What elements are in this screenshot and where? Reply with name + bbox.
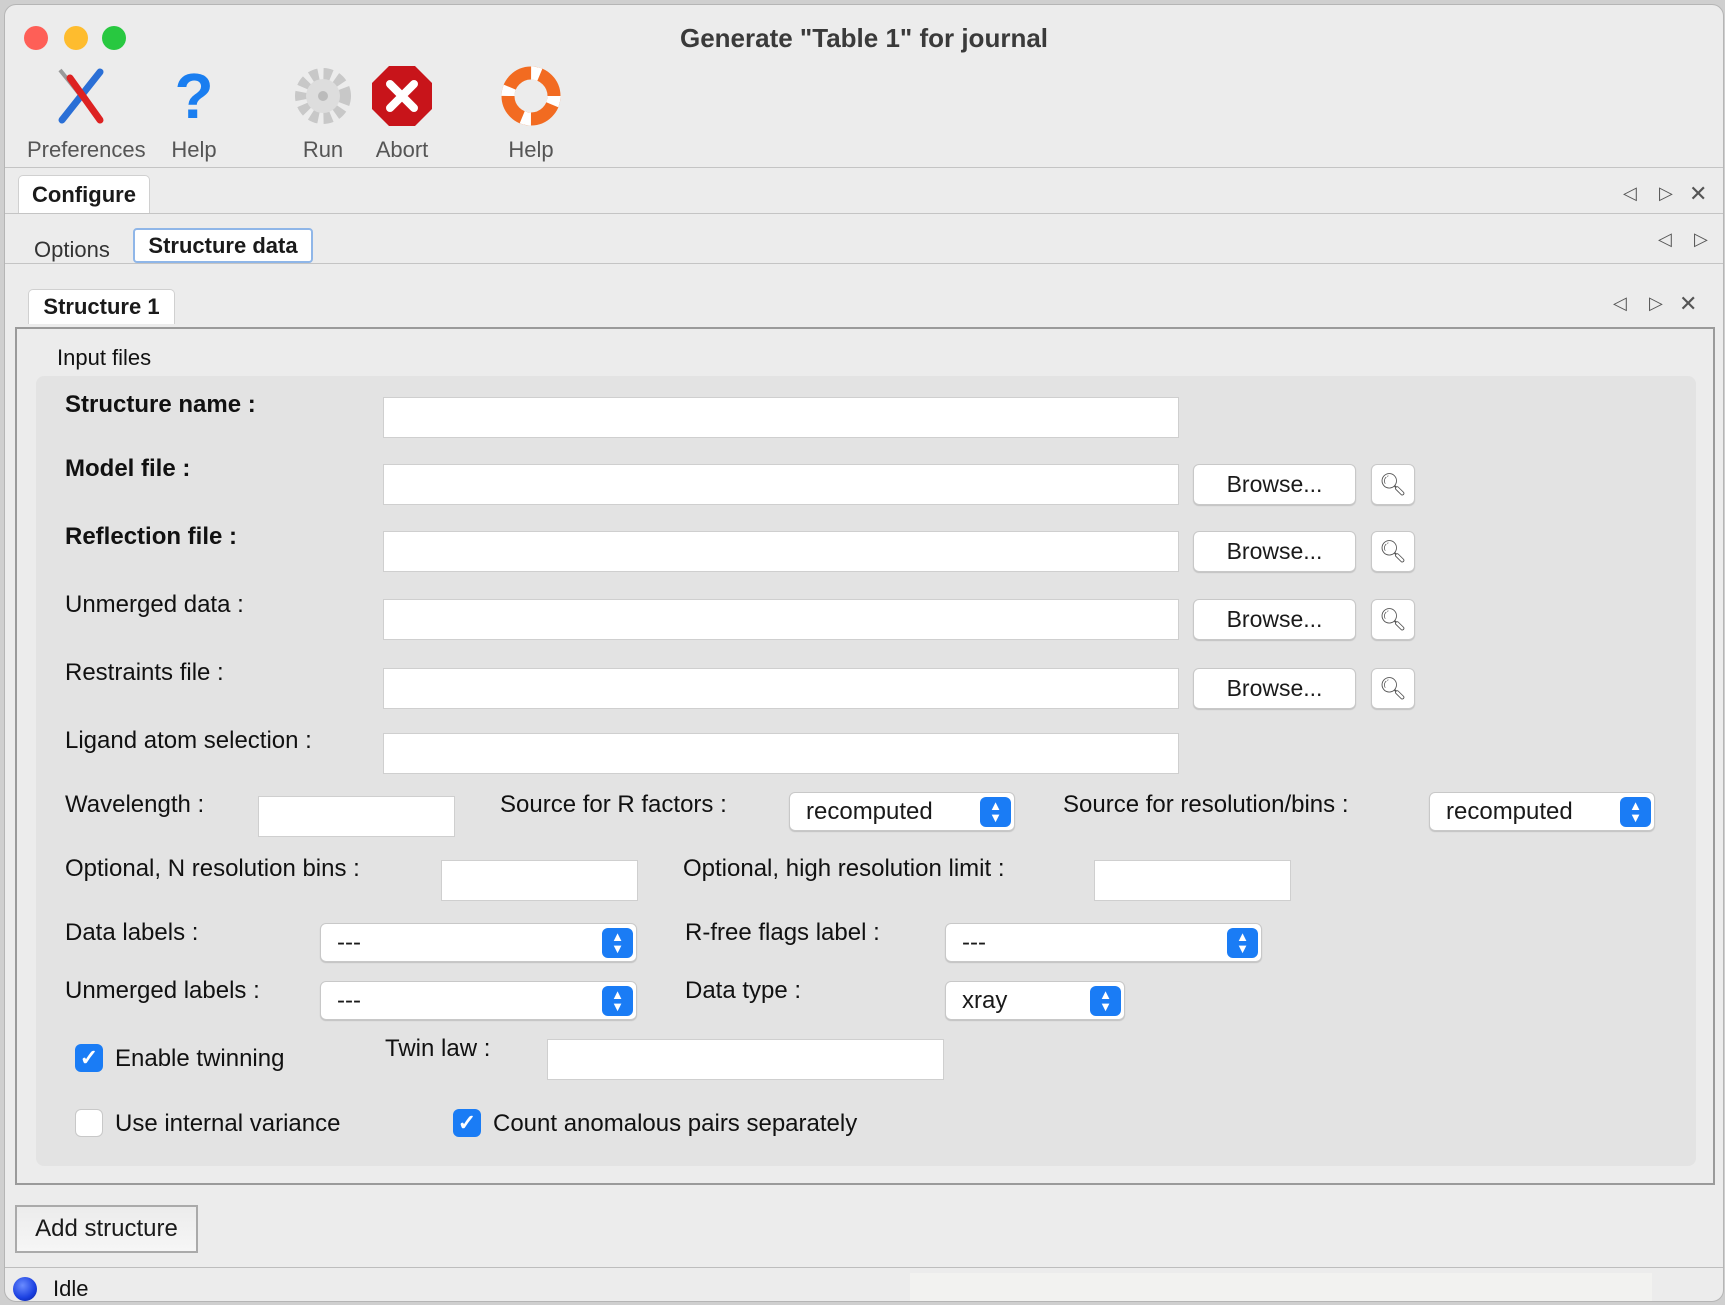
model-file-label: Model file : <box>65 455 191 482</box>
data-type-select[interactable]: xray ▲ ▼ <box>945 981 1125 1020</box>
model-file-input[interactable] <box>383 464 1179 505</box>
rfree-label-label: R-free flags label : <box>685 919 880 946</box>
question-icon: ? <box>174 60 214 132</box>
rfree-label-value: --- <box>962 928 986 956</box>
updown-chevron-icon: ▲ ▼ <box>602 928 633 958</box>
structure-tab-left-icon[interactable]: ◁ <box>1613 293 1627 313</box>
abort-button[interactable]: Abort <box>347 63 457 163</box>
help-button[interactable]: ? Help <box>139 60 249 163</box>
tab-scroll-right-icon[interactable]: ▷ <box>1659 183 1673 203</box>
data-labels-value: --- <box>337 928 361 956</box>
unmerged-browse-button[interactable]: Browse... <box>1193 599 1356 640</box>
window-title: Generate "Table 1" for journal <box>679 23 1049 53</box>
data-type-label: Data type : <box>685 977 802 1004</box>
magnifier-icon: 🔍︎ <box>1379 471 1407 497</box>
magnifier-icon: 🔍︎ <box>1379 606 1407 632</box>
subtab-scroll-right-icon[interactable]: ▷ <box>1694 229 1708 249</box>
res-source-select[interactable]: recomputed ▲ ▼ <box>1429 792 1655 831</box>
r-source-select[interactable]: recomputed ▲ ▼ <box>789 792 1015 831</box>
run-button[interactable]: Run <box>268 63 378 163</box>
res-source-label: Source for resolution/bins : <box>1063 791 1349 818</box>
gear-icon <box>290 63 356 129</box>
wavelength-input[interactable] <box>258 796 455 837</box>
n-bins-label: Optional, N resolution bins : <box>65 855 360 882</box>
ligand-selection-label: Ligand atom selection : <box>65 727 312 754</box>
restraints-file-input[interactable] <box>383 668 1179 709</box>
r-source-value: recomputed <box>806 797 933 825</box>
stop-icon <box>369 63 435 129</box>
zoom-window-button[interactable] <box>102 26 126 50</box>
preferences-button[interactable]: Preferences <box>27 63 146 163</box>
magnifier-icon: 🔍︎ <box>1379 675 1407 701</box>
progress-bar <box>910 1273 1652 1301</box>
unmerged-data-label: Unmerged data : <box>65 591 244 618</box>
reflection-file-label: Reflection file : <box>65 523 238 550</box>
unmerged-labels-value: --- <box>337 986 361 1014</box>
ligand-selection-input[interactable] <box>383 733 1179 774</box>
status-text: Idle <box>53 1276 89 1301</box>
close-tab-icon[interactable]: ✕ <box>1689 181 1708 206</box>
r-source-label: Source for R factors : <box>500 791 727 818</box>
model-browse-button[interactable]: Browse... <box>1193 464 1356 505</box>
restraints-browse-button[interactable]: Browse... <box>1193 668 1356 709</box>
tab-structure-1[interactable]: Structure 1 <box>28 289 175 324</box>
tab-options[interactable]: Options <box>34 237 110 262</box>
magnifier-icon: 🔍︎ <box>1379 538 1407 564</box>
restraints-view-button[interactable]: 🔍︎ <box>1371 668 1415 709</box>
res-source-value: recomputed <box>1446 797 1573 825</box>
unmerged-labels-select[interactable]: --- ▲ ▼ <box>320 981 637 1020</box>
rfree-label-select[interactable]: --- ▲ ▼ <box>945 923 1262 962</box>
close-structure-tab-icon[interactable]: ✕ <box>1679 291 1698 316</box>
close-window-button[interactable] <box>24 26 48 50</box>
unmerged-labels-label: Unmerged labels : <box>65 977 260 1004</box>
internal-variance-label: Use internal variance <box>115 1110 341 1137</box>
unmerged-view-button[interactable]: 🔍︎ <box>1371 599 1415 640</box>
data-type-value: xray <box>962 986 1008 1014</box>
structure-name-input[interactable] <box>383 397 1179 438</box>
anomalous-pairs-checkbox[interactable]: ✓ <box>453 1109 481 1137</box>
status-indicator-icon <box>13 1277 37 1301</box>
wavelength-label: Wavelength : <box>65 791 205 818</box>
data-labels-select[interactable]: --- ▲ ▼ <box>320 923 637 962</box>
model-view-button[interactable]: 🔍︎ <box>1371 464 1415 505</box>
reflection-browse-button[interactable]: Browse... <box>1193 531 1356 572</box>
twin-law-input[interactable] <box>547 1039 944 1080</box>
anomalous-pairs-label: Count anomalous pairs separately <box>493 1110 858 1137</box>
enable-twinning-checkbox[interactable]: ✓ <box>75 1044 103 1072</box>
reflection-file-input[interactable] <box>383 531 1179 572</box>
enable-twinning-label: Enable twinning <box>115 1045 285 1072</box>
structure-tab-right-icon[interactable]: ▷ <box>1649 293 1663 313</box>
restraints-file-label: Restraints file : <box>65 659 224 686</box>
data-labels-label: Data labels : <box>65 919 199 946</box>
add-structure-button[interactable]: Add structure <box>15 1205 198 1253</box>
tab-configure[interactable]: Configure <box>18 175 150 213</box>
subtab-scroll-left-icon[interactable]: ◁ <box>1658 229 1672 249</box>
n-bins-input[interactable] <box>441 860 638 901</box>
updown-chevron-icon: ▲ ▼ <box>602 986 633 1016</box>
group-title: Input files <box>57 345 152 370</box>
updown-chevron-icon: ▲ ▼ <box>980 797 1011 827</box>
updown-chevron-icon: ▲ ▼ <box>1090 986 1121 1016</box>
structure-name-label: Structure name : <box>65 391 256 418</box>
twin-law-label: Twin law : <box>385 1035 491 1062</box>
tab-scroll-left-icon[interactable]: ◁ <box>1623 183 1637 203</box>
tools-icon <box>49 63 115 129</box>
help-lifebuoy-button[interactable]: Help <box>476 63 586 163</box>
lifebuoy-icon <box>498 63 564 129</box>
internal-variance-checkbox[interactable] <box>75 1109 103 1137</box>
main-window: Generate "Table 1" for journal Preferenc… <box>4 4 1724 1302</box>
updown-chevron-icon: ▲ ▼ <box>1227 928 1258 958</box>
high-res-label: Optional, high resolution limit : <box>683 855 1005 882</box>
updown-chevron-icon: ▲ ▼ <box>1620 797 1651 827</box>
unmerged-data-input[interactable] <box>383 599 1179 640</box>
tab-structure-data[interactable]: Structure data <box>133 228 313 263</box>
minimize-window-button[interactable] <box>64 26 88 50</box>
high-res-input[interactable] <box>1094 860 1291 901</box>
reflection-view-button[interactable]: 🔍︎ <box>1371 531 1415 572</box>
